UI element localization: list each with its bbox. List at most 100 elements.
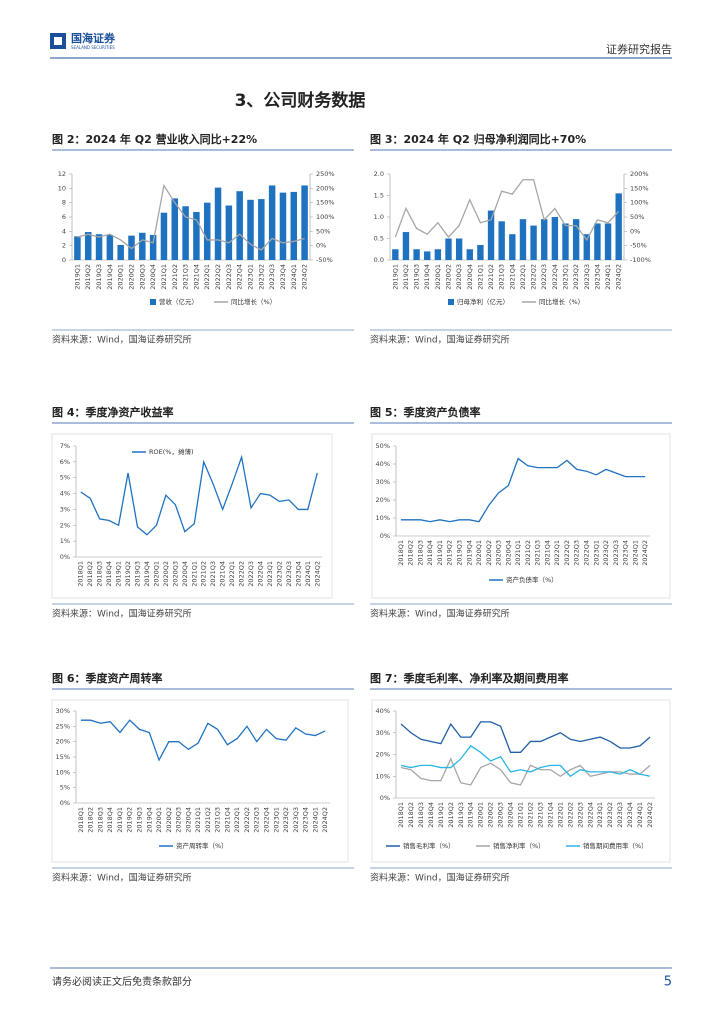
bar: [279, 192, 287, 260]
series-line: [394, 179, 620, 242]
x-tick-label: 2021Q2: [526, 802, 534, 828]
legend-swatch: [448, 299, 454, 305]
x-tick-label: 2023Q1: [266, 561, 274, 587]
x-tick-label: 2022Q2: [530, 264, 538, 290]
x-tick-label: 2023Q2: [257, 264, 265, 290]
x-tick-label: 2023Q4: [622, 540, 630, 566]
bar: [171, 198, 179, 260]
y-tick-label: 0%: [60, 799, 70, 807]
y-tick-label: 4: [62, 227, 66, 235]
x-tick-label: 2019Q4: [423, 264, 431, 290]
x-tick-label: 2023Q4: [593, 264, 601, 290]
series-line: [400, 721, 651, 753]
y-tick-label: 40%: [376, 460, 390, 468]
y2-tick-label: 200%: [630, 170, 649, 178]
x-tick-label: 2018Q4: [426, 540, 434, 566]
x-tick-label: 2024Q1: [304, 561, 312, 587]
logo: 国海证券 SEALAND SECURITIES: [50, 31, 116, 50]
x-tick-label: 2022Q3: [253, 807, 261, 833]
x-tick-label: 2020Q3: [495, 540, 503, 566]
bar: [160, 212, 168, 260]
y2-tick-label: 250%: [316, 170, 335, 178]
x-tick-label: 2022Q3: [540, 264, 548, 290]
bar: [247, 199, 254, 260]
figure-title: 图 7：季度毛利率、净利率及期间费用率: [370, 671, 568, 685]
x-tick-label: 2019Q2: [446, 540, 454, 566]
x-tick-label: 2024Q2: [615, 264, 623, 290]
x-tick-label: 2019Q1: [115, 561, 123, 587]
x-tick-label: 2022Q3: [573, 540, 581, 566]
x-tick-label: 2023Q3: [292, 807, 300, 833]
x-tick-label: 2018Q2: [87, 807, 95, 833]
bar: [236, 191, 243, 260]
y2-tick-label: -50%: [630, 242, 647, 250]
x-tick-label: 2019Q1: [73, 264, 81, 290]
bar: [301, 185, 308, 260]
figure-title: 图 2：2024 年 Q2 营业收入同比+22%: [52, 132, 257, 146]
bar: [572, 219, 580, 260]
y-tick-label: 1.0: [374, 213, 384, 221]
x-tick-label: 2021Q2: [200, 561, 208, 587]
x-tick-label: 2023Q2: [282, 807, 290, 833]
x-tick-label: 2018Q3: [417, 802, 425, 828]
x-tick-label: 2020Q4: [504, 540, 512, 566]
y-tick-label: 15%: [56, 753, 70, 761]
x-tick-label: 2019Q4: [467, 802, 475, 828]
x-tick-label: 2024Q1: [311, 807, 319, 833]
figure-title: 图 6：季度资产周转率: [52, 671, 162, 685]
bar: [594, 223, 601, 260]
y-tick-label: 0.0: [374, 256, 384, 264]
x-tick-label: 2023Q4: [626, 802, 634, 828]
x-tick-label: 2021Q3: [214, 807, 222, 833]
x-tick-label: 2020Q2: [445, 264, 453, 290]
x-tick-label: 2018Q1: [397, 802, 405, 828]
x-tick-label: 2021Q1: [476, 264, 484, 290]
chart-frame: [51, 433, 333, 599]
x-tick-label: 2019Q3: [134, 561, 142, 587]
x-tick-label: 2020Q4: [181, 561, 189, 587]
x-tick-label: 2020Q4: [466, 264, 474, 290]
x-tick-label: 2021Q4: [546, 802, 554, 828]
bar: [530, 225, 537, 260]
y2-tick-label: 100%: [316, 213, 335, 221]
x-tick-label: 2019Q4: [143, 561, 151, 587]
x-tick-label: 2023Q2: [606, 802, 614, 828]
x-tick-label: 2020Q2: [487, 802, 495, 828]
figure-title: 图 4：季度净资产收益率: [52, 405, 173, 419]
bar: [95, 234, 103, 260]
x-tick-label: 2019Q1: [436, 540, 444, 566]
x-tick-label: 2024Q1: [636, 802, 644, 828]
footer-disclaimer: 请务必阅读正文后免责条款部分: [52, 975, 192, 988]
legend-label: 资产负债率（%）: [506, 575, 558, 584]
x-tick-label: 2019Q3: [95, 264, 103, 290]
figure-source: 资料来源：Wind，国海证券研究所: [370, 608, 510, 620]
x-tick-label: 2019Q1: [391, 264, 399, 290]
x-tick-label: 2021Q4: [192, 264, 200, 290]
x-tick-label: 2022Q1: [228, 561, 236, 587]
bar: [402, 232, 410, 260]
x-tick-label: 2019Q1: [437, 802, 445, 828]
bar: [455, 238, 463, 260]
x-tick-label: 2018Q2: [407, 802, 415, 828]
y-tick-label: 30%: [376, 478, 390, 486]
legend-label: 营收（亿元）: [159, 297, 198, 306]
x-tick-label: 2020Q2: [485, 540, 493, 566]
page-number: 5: [664, 975, 672, 990]
x-tick-label: 2022Q4: [263, 807, 271, 833]
x-tick-label: 2021Q2: [524, 540, 532, 566]
x-tick-label: 2020Q3: [175, 807, 183, 833]
x-tick-label: 2022Q2: [214, 264, 222, 290]
y2-tick-label: 0%: [630, 227, 640, 235]
y-tick-label: 30%: [376, 729, 390, 737]
x-tick-label: 2024Q1: [631, 540, 639, 566]
y-tick-label: 30%: [56, 707, 70, 715]
legend-label: 资产周转率（%）: [176, 841, 228, 850]
x-tick-label: 2022Q4: [551, 264, 559, 290]
bar: [258, 199, 265, 260]
figure-source: 资料来源：Wind，国海证券研究所: [370, 334, 510, 346]
report-type: 证券研究报告: [606, 42, 672, 56]
x-tick-label: 2022Q1: [233, 807, 241, 833]
x-tick-label: 2023Q1: [247, 264, 255, 290]
y-tick-label: 6%: [60, 458, 70, 466]
